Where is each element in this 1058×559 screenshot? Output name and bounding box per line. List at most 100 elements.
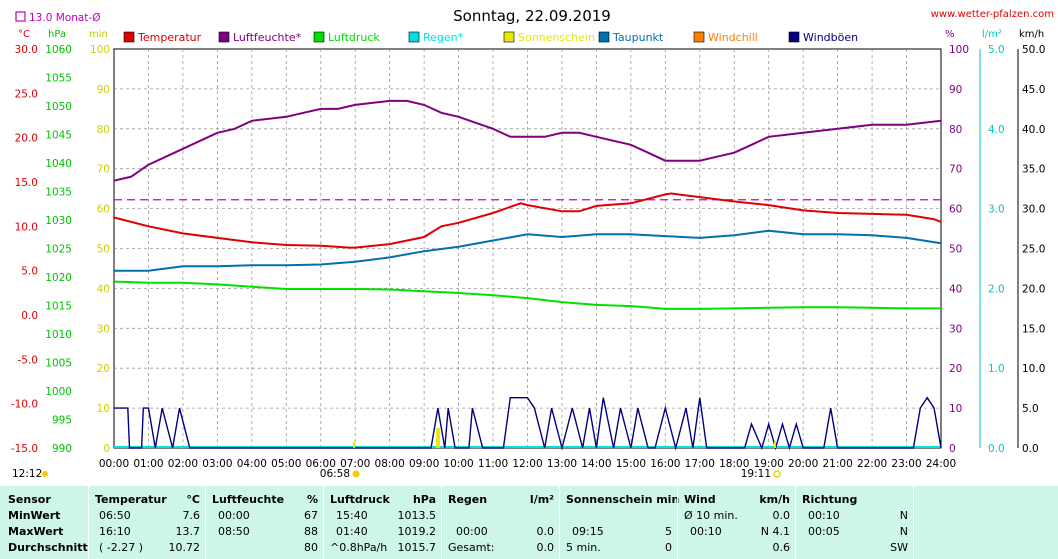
temp-tick-label: 25.0 (15, 88, 38, 100)
x-tick-label: 17:00 (685, 458, 715, 470)
series-line-luftdruck (113, 280, 941, 310)
unit-kmh: km/h (1019, 29, 1044, 40)
pressure-tick-label: 1005 (45, 358, 72, 370)
wind-tick-label: 40.0 (1022, 124, 1045, 136)
stats-temp-min-time: 06:50 (99, 509, 131, 522)
x-tick-label: 03:00 (202, 458, 232, 470)
stats-col-wind: Wind km/h Ø 10 min. 0.0 00:10 N 4.1 0.6 (677, 486, 796, 559)
stats-dir-min: N (899, 509, 908, 522)
x-tick-label: 04:00 (237, 458, 267, 470)
legend-swatch (503, 31, 515, 43)
stats-press-min-time: 15:40 (336, 509, 368, 522)
stats-sun-max-time: 09:15 (572, 525, 604, 538)
x-tick-label: 13:00 (547, 458, 577, 470)
stats-col-rain: Regen l/m² 00:00 0.0 Gesamt: 0.0 (441, 486, 560, 559)
legend: Temperatur Luftfeuchte* Luftdruck Regen* Son… (123, 31, 858, 44)
legend-swatch (598, 31, 610, 43)
wind-tick-label: 35.0 (1022, 164, 1045, 176)
stats-col-empty (913, 486, 1058, 559)
current-time-label: 12:12 (12, 468, 42, 480)
humidity-tick-label: 0 (949, 443, 956, 455)
temp-tick-label: 15.0 (15, 177, 38, 189)
x-tick-label: 18:00 (719, 458, 749, 470)
stats-hum-min-time: 00:00 (218, 509, 250, 522)
stats-dir-min-time: 00:10 (808, 509, 840, 522)
humidity-tick-label: 90 (949, 84, 962, 96)
pressure-tick-label: 1055 (45, 73, 72, 85)
pressure-tick-label: 1015 (45, 301, 72, 313)
wind-tick-label: 25.0 (1022, 244, 1045, 256)
humidity-tick-label: 20 (949, 363, 962, 375)
sunshine-tick-label: 0 (103, 443, 110, 455)
pressure-tick-label: 1025 (45, 244, 72, 256)
sunshine-tick-label: 60 (97, 204, 110, 216)
stats-dir-max: N (899, 525, 908, 538)
stats-col-humidity: Luftfeuchte % 00:00 67 08:50 88 80 (205, 486, 324, 559)
x-tick-label: 20:00 (788, 458, 818, 470)
sunset-icon (773, 470, 781, 478)
stats-unit-temperature: °C (186, 493, 200, 506)
x-tick-label: 05:00 (271, 458, 301, 470)
humidity-tick-label: 30 (949, 323, 962, 335)
series-line-luftfeuchte (113, 99, 942, 182)
x-tick-label: 10:00 (443, 458, 473, 470)
series-line-temperatur (113, 192, 942, 249)
unit-min: min (89, 29, 108, 40)
pressure-tick-label: 1010 (45, 329, 72, 341)
pressure-tick-label: 1060 (45, 44, 72, 56)
x-tick-label: 22:00 (857, 458, 887, 470)
stats-row-label: Durchschnitt (8, 541, 88, 554)
stats-header-direction: Richtung (802, 493, 858, 506)
stats-temp-max-time: 16:10 (99, 525, 131, 538)
stats-col-sunshine: Sonnenschein min 09:15 5 5 min. 0 (559, 486, 679, 559)
stats-header-humidity: Luftfeuchte (212, 493, 285, 506)
legend-label: Luftfeuchte* (233, 31, 302, 44)
series-line-windben (114, 396, 942, 451)
weather-chart: Sonntag, 22.09.2019 www.wetter-pfalzen.c… (11, 7, 1054, 480)
temp-tick-label: 10.0 (15, 221, 38, 233)
sunset-label: 19:11 (741, 468, 771, 480)
x-tick-label: 07:00 (340, 458, 370, 470)
humidity-tick-label: 80 (949, 124, 962, 136)
sunshine-tick-label: 80 (97, 124, 110, 136)
unit-lm2: l/m² (982, 29, 1002, 40)
stats-unit-rain: l/m² (529, 493, 554, 506)
sunshine-tick-label: 20 (97, 363, 110, 375)
pressure-tick-label: 1030 (45, 215, 72, 227)
pressure-tick-label: 1050 (45, 101, 72, 113)
x-tick-label: 12:00 (512, 458, 542, 470)
sunshine-tick-label: 10 (97, 403, 110, 415)
legend-label: Windchill (708, 31, 758, 44)
axes: 30.0 25.0 20.0 15.0 10.0 5.0 0.0 -5.0 -10.0 -15.0… (11, 44, 1046, 470)
rain-tick-label: 5.0 (988, 44, 1005, 56)
sunshine-bar (437, 428, 440, 448)
stats-press-max: 1019.2 (397, 525, 437, 538)
stats-row-label: MinWert (8, 509, 61, 522)
legend-swatch (313, 31, 325, 43)
stats-header-rain: Regen (448, 493, 488, 506)
pressure-tick-label: 990 (52, 443, 72, 455)
stats-sun-avg: 0 (665, 541, 672, 554)
stats-temp-dev: ( -2.27 ) (99, 541, 144, 554)
humidity-tick-label: 10 (949, 403, 962, 415)
stats-dir-max-time: 00:05 (808, 525, 840, 538)
x-tick-label: 09:00 (409, 458, 439, 470)
wind-tick-label: 15.0 (1022, 323, 1045, 335)
site-link[interactable]: www.wetter-pfalzen.com (931, 9, 1054, 20)
temp-tick-label: 0.0 (21, 310, 38, 322)
wind-tick-label: 45.0 (1022, 84, 1045, 96)
stats-temp-max: 13.7 (175, 525, 201, 538)
x-tick-label: 15:00 (616, 458, 646, 470)
stats-header-pressure: Luftdruck (330, 493, 390, 506)
temp-tick-label: 20.0 (15, 133, 38, 145)
legend-label: Regen* (423, 31, 464, 44)
wind-tick-label: 10.0 (1022, 363, 1045, 375)
pressure-tick-label: 1000 (45, 386, 72, 398)
sunshine-tick-label: 70 (97, 164, 110, 176)
pressure-tick-label: 995 (52, 415, 72, 427)
monthly-avg-icon (15, 11, 26, 22)
stats-wind-max-time: 00:10 (690, 525, 722, 538)
stats-unit-wind: km/h (759, 493, 790, 506)
legend-label: Taupunkt (612, 31, 664, 44)
x-tick-label: 08:00 (375, 458, 405, 470)
